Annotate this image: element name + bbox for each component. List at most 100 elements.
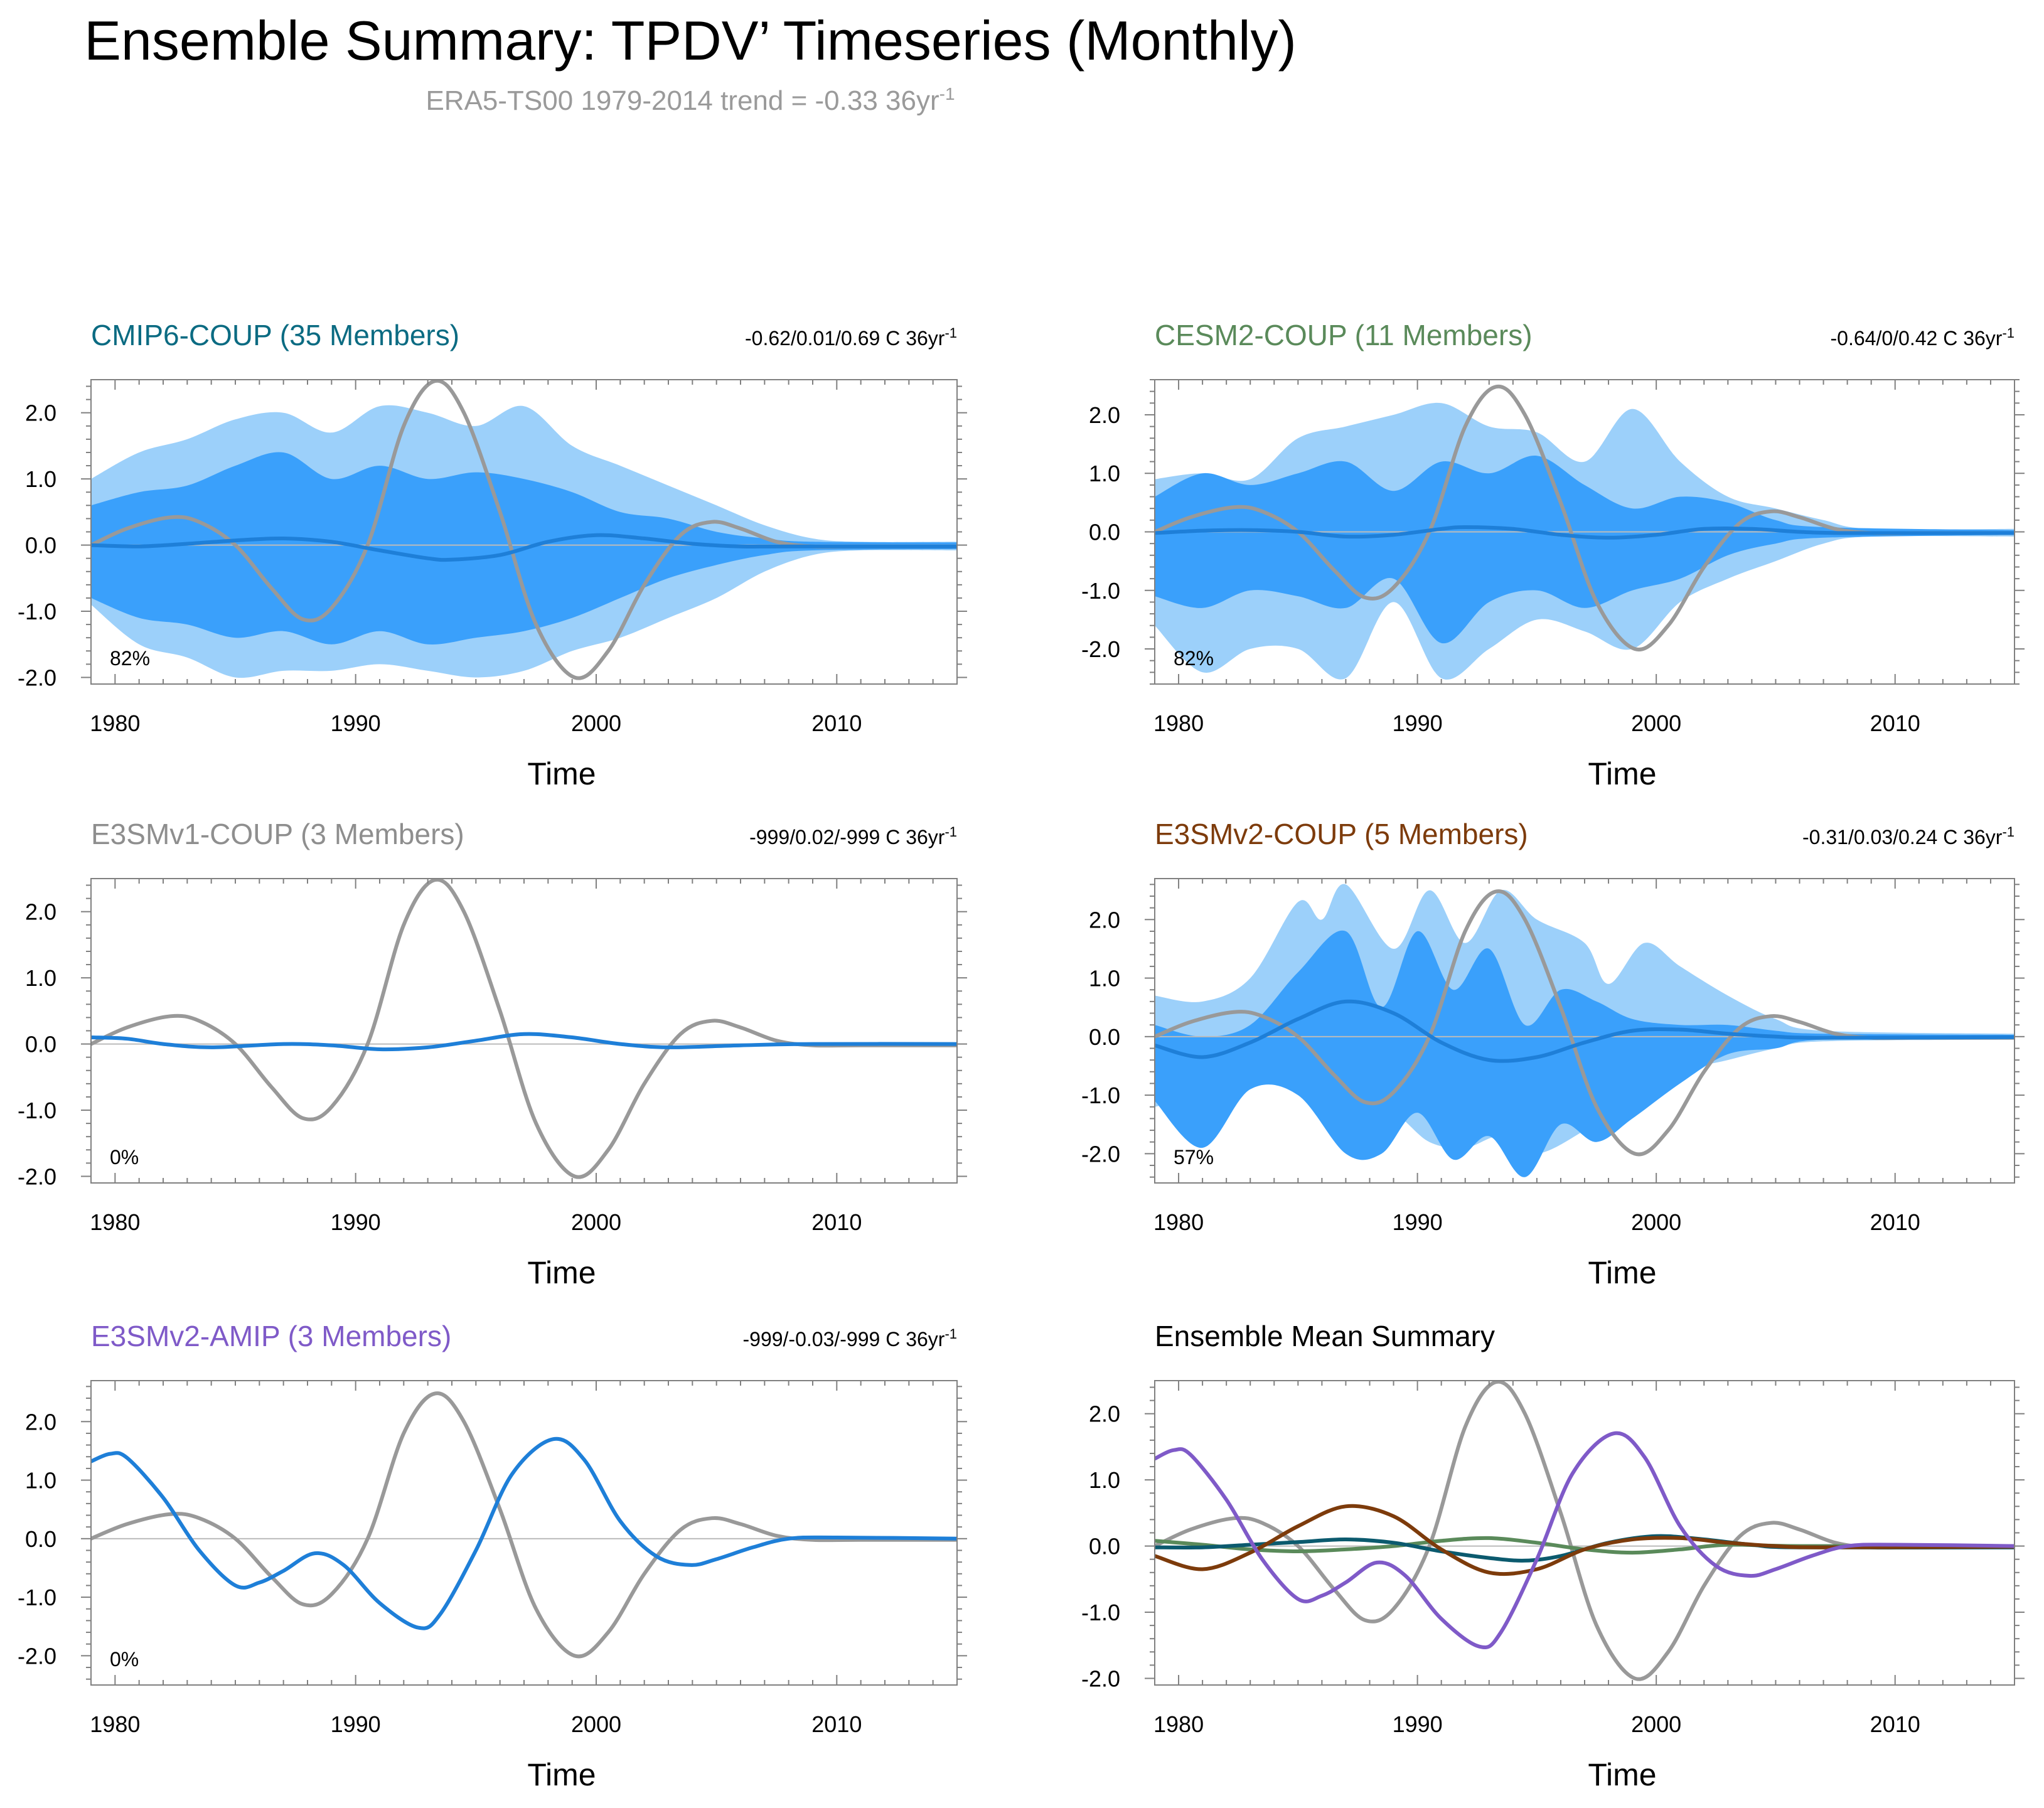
series-line-era5-ts00	[1155, 384, 2015, 652]
y-tick-label: 0.0	[1089, 520, 1120, 545]
panel-1: CMIP6-COUP (35 Members) -0.62/0.01/0.69 C…	[18, 319, 967, 791]
x-axis-label: Time	[1588, 1757, 1656, 1792]
x-axis-label: Time	[527, 756, 596, 791]
panel-5: E3SMv2-AMIP (3 Members) -999/-0.03/-999 C…	[18, 1320, 967, 1792]
x-tick-label: 1990	[1393, 1209, 1443, 1235]
y-tick-label: 1.0	[25, 466, 56, 492]
y-tick-label: -1.0	[1081, 1600, 1120, 1625]
panel-title: CMIP6-COUP (35 Members)	[91, 319, 459, 351]
y-tick-label: -2.0	[1081, 636, 1120, 662]
y-tick-label: -1.0	[18, 1098, 56, 1123]
panel-stats-sup: -1	[944, 1326, 957, 1342]
x-tick-label: 2000	[571, 1209, 621, 1235]
y-tick-label: 1.0	[1089, 966, 1120, 992]
x-tick-label: 2000	[1631, 710, 1681, 736]
panel-data	[1155, 1381, 2015, 1681]
panel-data	[91, 879, 957, 1179]
panel-stats-text: -0.62/0.01/0.69 C 36yr	[745, 327, 945, 350]
y-tick-label: -1.0	[1081, 1083, 1120, 1108]
x-tick-label: 1980	[1153, 1209, 1204, 1235]
series-line-ensemble-mean	[1155, 999, 2015, 1063]
panel-data	[1155, 384, 2015, 680]
panel-stats-text: -0.31/0.03/0.24 C 36yr	[1802, 826, 2003, 848]
panel-stats-sup: -1	[2002, 824, 2015, 840]
y-tick-label: 0.0	[25, 1032, 56, 1057]
y-tick-label: -2.0	[18, 1643, 56, 1669]
x-axis-label: Time	[1588, 756, 1656, 791]
panel-stats-text: -999/0.02/-999 C 36yr	[749, 826, 945, 848]
panel-stats-sup: -1	[2002, 325, 2015, 341]
y-tick-label: -2.0	[18, 1163, 56, 1189]
figure-title: Ensemble Summary: TPDV’ Timeseries (Mont…	[84, 9, 1297, 72]
x-tick-label: 2000	[1631, 1711, 1681, 1737]
series-line-ensemble-mean	[91, 1436, 957, 1630]
x-tick-label: 2010	[1870, 710, 1920, 736]
series-line-era5-ts00	[91, 879, 957, 1179]
y-tick-label: 0.0	[1089, 1024, 1120, 1050]
y-tick-label: 1.0	[1089, 1467, 1120, 1493]
panel-title: E3SMv1-COUP (3 Members)	[91, 818, 464, 850]
panel-percent: 82%	[110, 647, 150, 670]
panel-percent: 82%	[1174, 647, 1214, 670]
panel-percent: 0%	[110, 1146, 139, 1169]
panel-stats: -0.64/0/0.42 C 36yr-1	[1831, 325, 2015, 350]
panel-data	[91, 380, 957, 680]
series-line-era5-ts00	[1155, 889, 2015, 1157]
panel-stats: -999/0.02/-999 C 36yr-1	[749, 824, 957, 848]
y-tick-label: -2.0	[18, 665, 56, 690]
panel-stats: -0.62/0.01/0.69 C 36yr-1	[745, 325, 957, 350]
panels: CMIP6-COUP (35 Members) -0.62/0.01/0.69 C…	[18, 319, 2025, 1792]
x-tick-label: 1980	[90, 1711, 140, 1737]
y-tick-label: 0.0	[25, 1526, 56, 1552]
x-tick-label: 2010	[811, 1711, 862, 1737]
y-tick-label: 1.0	[25, 965, 56, 991]
x-axis-label: Time	[527, 1255, 596, 1290]
x-tick-label: 2010	[811, 710, 862, 736]
panel-percent: 57%	[1174, 1146, 1214, 1169]
panel-frame	[90, 1380, 958, 1686]
y-tick-label: 0.0	[25, 533, 56, 559]
panel-title: E3SMv2-COUP (5 Members)	[1155, 818, 1528, 850]
y-tick-label: -1.0	[18, 599, 56, 624]
figure-subtitle: ERA5-TS00 1979-2014 trend = -0.33 36yr-1	[425, 84, 955, 116]
x-tick-label: 2000	[571, 710, 621, 736]
x-tick-label: 1990	[1393, 1711, 1443, 1737]
x-tick-label: 2010	[811, 1209, 862, 1235]
y-tick-label: 1.0	[25, 1468, 56, 1494]
y-tick-label: -1.0	[18, 1585, 56, 1610]
panel-4: E3SMv2-COUP (5 Members) -0.31/0.03/0.24 C…	[1081, 818, 2025, 1290]
x-axis-label: Time	[1588, 1255, 1656, 1290]
y-tick-label: 2.0	[1089, 907, 1120, 933]
figure-subtitle-text: ERA5-TS00 1979-2014 trend = -0.33 36yr	[425, 85, 939, 116]
spread-band-inner	[1155, 930, 2015, 1177]
x-tick-label: 2010	[1870, 1209, 1920, 1235]
panel-title: CESM2-COUP (11 Members)	[1155, 319, 1533, 351]
y-tick-label: 0.0	[1089, 1534, 1120, 1559]
y-tick-label: 2.0	[25, 400, 56, 426]
x-tick-label: 1990	[331, 1209, 381, 1235]
series-line-era5-ts00	[91, 380, 957, 680]
series-line-e3smv2-coup	[1155, 1504, 2015, 1576]
spread-band-inner	[1155, 456, 2015, 644]
panel-stats-sup: -1	[944, 824, 957, 840]
panel-stats: -999/-0.03/-999 C 36yr-1	[742, 1326, 957, 1351]
panel-2: CESM2-COUP (11 Members) -0.64/0/0.42 C 36…	[1081, 319, 2025, 791]
panel-stats-sup: -1	[944, 325, 957, 341]
x-tick-label: 2000	[1631, 1209, 1681, 1235]
x-tick-label: 1990	[1393, 710, 1443, 736]
x-axis-label: Time	[527, 1757, 596, 1792]
series-line-ensemble-mean	[1155, 525, 2015, 540]
y-tick-label: 2.0	[1089, 1401, 1120, 1427]
series-line-ensemble-mean	[91, 533, 957, 562]
y-tick-label: -2.0	[1081, 1141, 1120, 1167]
x-tick-label: 1980	[90, 1209, 140, 1235]
panel-title: Ensemble Mean Summary	[1155, 1320, 1495, 1352]
x-tick-label: 2000	[571, 1711, 621, 1737]
x-tick-label: 1980	[1153, 1711, 1204, 1737]
series-line-ensemble-mean	[91, 1032, 957, 1052]
panel-stats-text: -999/-0.03/-999 C 36yr	[742, 1328, 944, 1351]
x-tick-label: 1980	[90, 710, 140, 736]
panel-data	[1155, 884, 2015, 1177]
series-line-era5-ts00	[1155, 1381, 2015, 1681]
